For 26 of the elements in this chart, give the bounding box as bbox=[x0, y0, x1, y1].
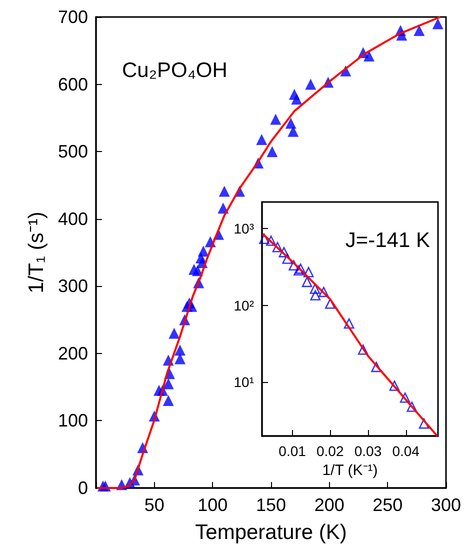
y-tick-label: 400 bbox=[58, 208, 88, 229]
y-tick-label: 10¹ bbox=[234, 374, 254, 390]
x-tick-label: 50 bbox=[144, 495, 164, 515]
x-tick-label: 0.03 bbox=[354, 443, 382, 459]
y-tick-label: 600 bbox=[58, 74, 88, 94]
x-tick-label: 0.04 bbox=[392, 443, 420, 459]
x-tick-label: 200 bbox=[314, 495, 344, 515]
x-axis-title: Temperature (K) bbox=[195, 521, 347, 544]
y-tick-label: 500 bbox=[58, 142, 88, 162]
x-tick-label: 100 bbox=[198, 495, 228, 515]
y-tick-label: 100 bbox=[58, 410, 88, 431]
x-tick-label: 0.01 bbox=[278, 443, 306, 459]
x-tick-label: 150 bbox=[256, 495, 286, 515]
x-tick-label: 300 bbox=[430, 495, 462, 515]
x-tick-label: 0.02 bbox=[316, 443, 344, 459]
annotation: Cu₂PO₄OH bbox=[122, 59, 228, 82]
x-tick-label: 250 bbox=[372, 495, 403, 515]
y-tick-label: 300 bbox=[58, 276, 88, 296]
annotation: J=-141 K bbox=[345, 229, 430, 252]
y-tick-label: 0 bbox=[78, 478, 88, 498]
y-tick-label: 700 bbox=[58, 7, 88, 27]
x-axis-title: 1/T (K⁻¹) bbox=[322, 462, 378, 479]
y-axis-title: 1/T₁ (s⁻¹) bbox=[25, 212, 48, 294]
y-tick-label: 10² bbox=[234, 297, 254, 314]
y-tick-label: 200 bbox=[58, 343, 88, 364]
y-tick-label: 10³ bbox=[234, 220, 254, 236]
